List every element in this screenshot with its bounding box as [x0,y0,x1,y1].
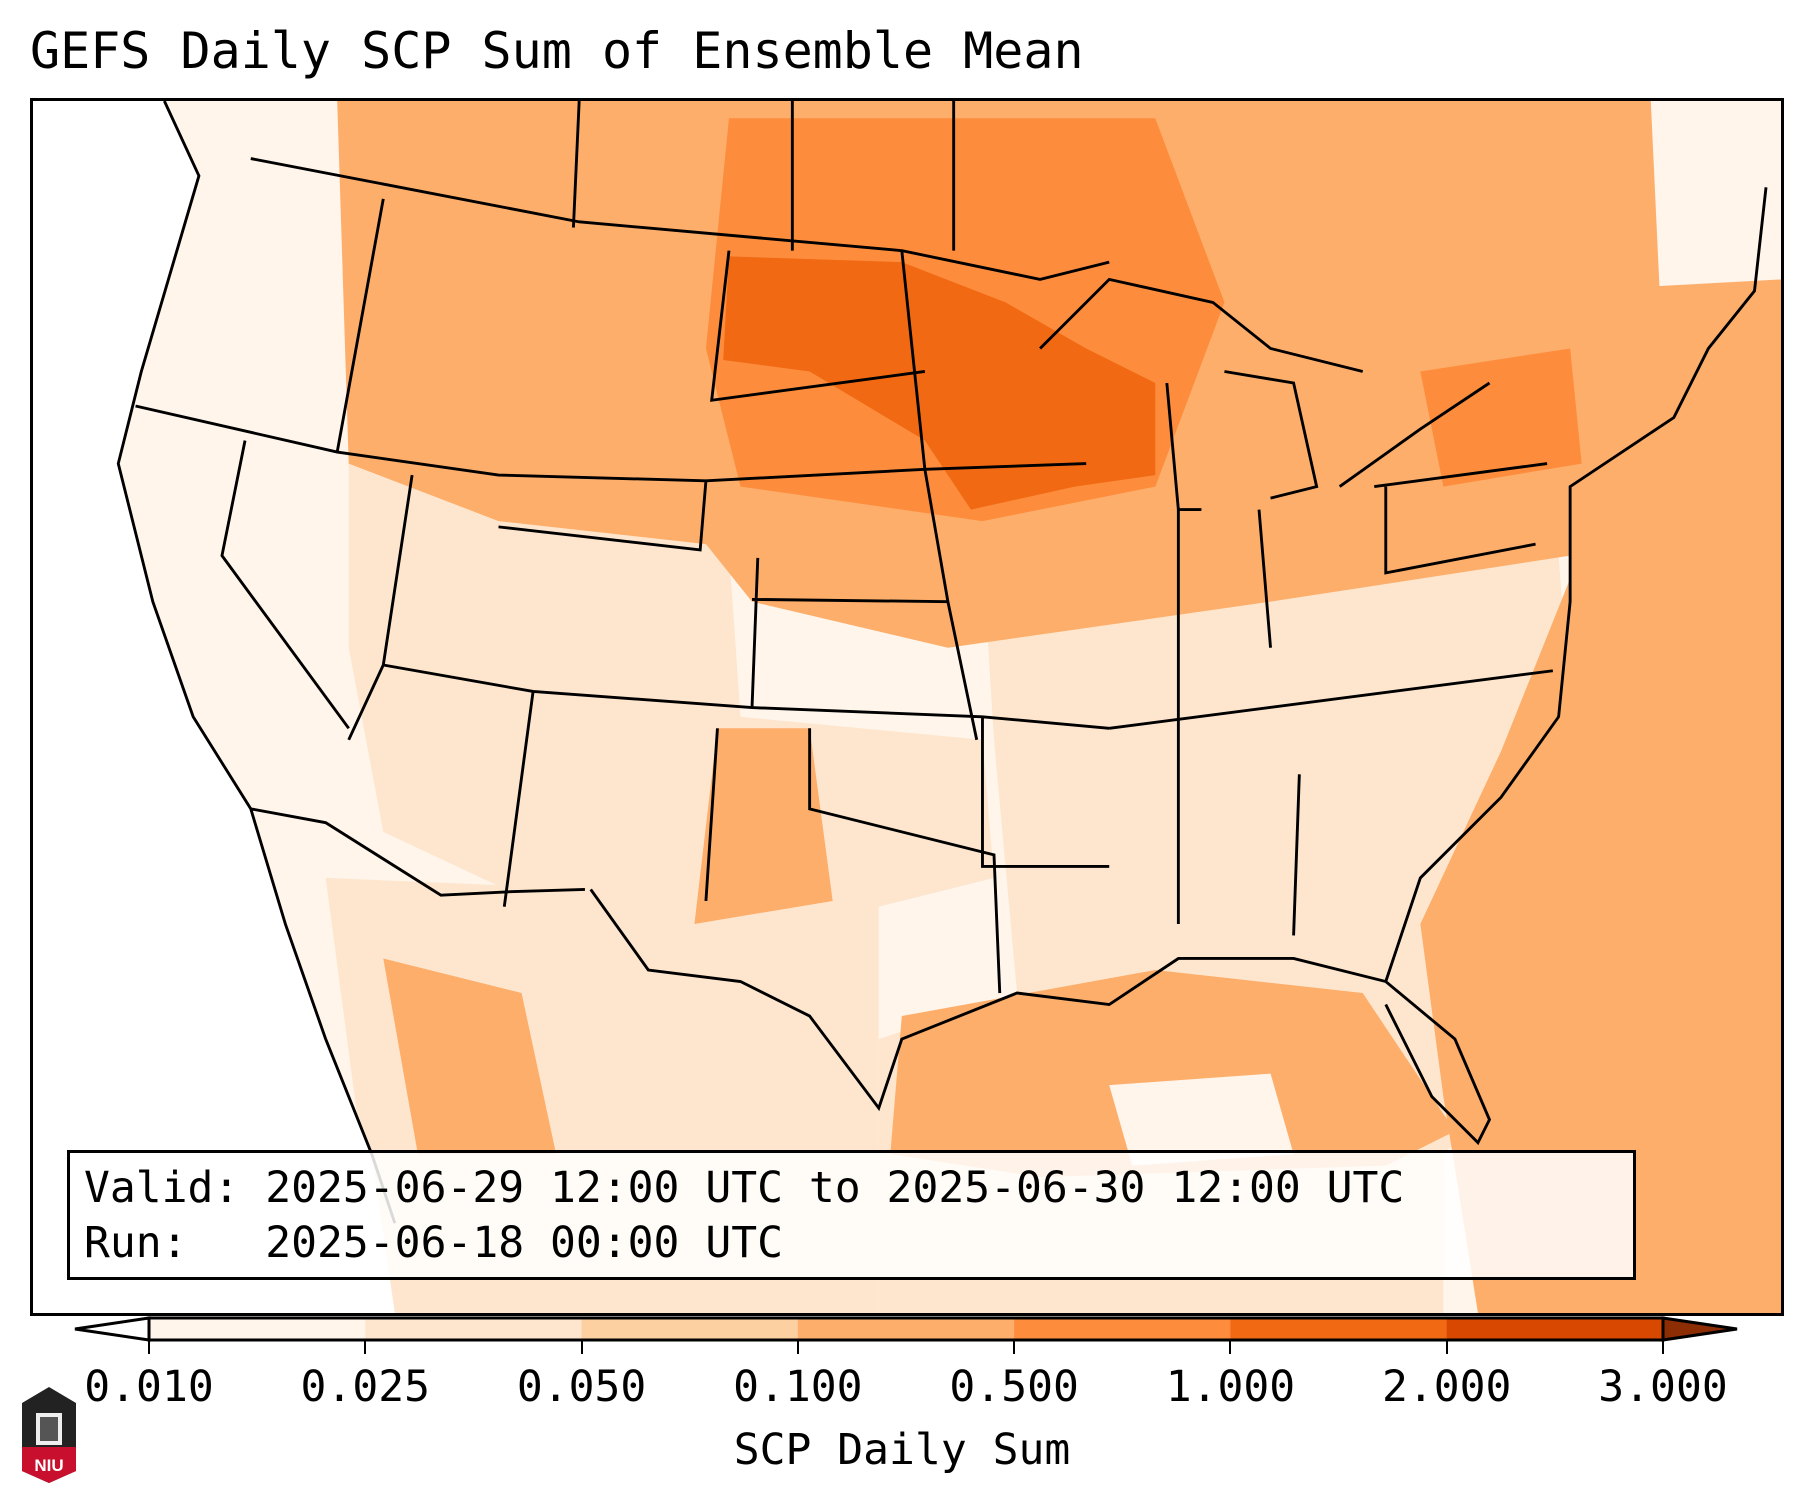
field-peak [723,256,1156,510]
field-mid-gulf [890,970,1455,1178]
colorbar-tick [148,1340,150,1354]
colorbar-outline [147,1316,1665,1342]
colorbar-over-triangle [1661,1316,1738,1342]
colorbar-bin [365,1318,583,1340]
colorbar-tick-label: 2.000 [1381,1362,1512,1412]
run-line: Run: 2025-06-18 00:00 UTC [84,1216,1619,1271]
niu-logo: NIU [22,1387,76,1483]
colorbar-tick [1229,1340,1232,1354]
colorbar-tick [364,1340,367,1354]
colorbar-bin [1446,1318,1664,1340]
colorbar-tick-label: 3.000 [1598,1362,1728,1412]
colorbar-label: SCP Daily Sum [733,1425,1071,1475]
colorbar-bin [149,1318,366,1340]
colorbar-tick [1013,1340,1016,1354]
field-mid-texas [694,728,833,924]
valid-value: 2025-06-29 12:00 UTC to 2025-06-30 12:00… [265,1163,1405,1213]
field-high-ne [1420,348,1582,487]
field-mid-mexico [383,958,557,1155]
colorbar-tick [796,1340,799,1354]
map-panel [30,98,1784,1316]
valid-line: Valid: 2025-06-29 12:00 UTC to 2025-06-3… [84,1161,1619,1216]
field-gulf-pale [1109,1073,1294,1166]
coastlines-and-borders [116,101,1768,1224]
colorbar-tick-label: 0.100 [733,1362,863,1412]
colorbar-bin [1014,1318,1231,1340]
colorbar-tick-label: 0.500 [949,1362,1079,1412]
svg-text:NIU: NIU [34,1456,63,1475]
state-lines [135,101,1554,994]
chart-title: GEFS Daily SCP Sum of Ensemble Mean [30,22,1084,80]
great-lakes [1039,277,1491,512]
field-mid-atlantic [1420,279,1781,1313]
coastline-west [116,101,397,1224]
colorbar-tick-label: 0.050 [516,1362,647,1412]
colorbar-under-triangle [74,1316,151,1342]
run-label: Run: [84,1218,188,1268]
valid-label: Valid: [84,1163,240,1213]
colorbar-tick-label: 0.025 [300,1362,431,1412]
colorbar-bin [1230,1318,1448,1340]
coastline-east [1384,187,1768,982]
colorbar-bin [581,1318,799,1340]
ocean-pacific [33,101,395,1313]
colorbar-tick [580,1340,583,1354]
colorbar-tick [1662,1340,1664,1354]
colorbar [74,1316,1738,1342]
colorbar-tick [1445,1340,1448,1354]
run-value: 2025-06-18 00:00 UTC [265,1218,783,1268]
border-mexico [250,807,585,897]
colorbar-tick-label: 0.010 [84,1362,214,1412]
colorbar-tick-label: 1.000 [1165,1362,1296,1412]
scp-heatmap [33,101,1781,1313]
colorbar-bin [797,1318,1015,1340]
coastline-gulf [589,888,1492,1146]
valid-run-info-box: Valid: 2025-06-29 12:00 UTC to 2025-06-3… [67,1150,1636,1280]
